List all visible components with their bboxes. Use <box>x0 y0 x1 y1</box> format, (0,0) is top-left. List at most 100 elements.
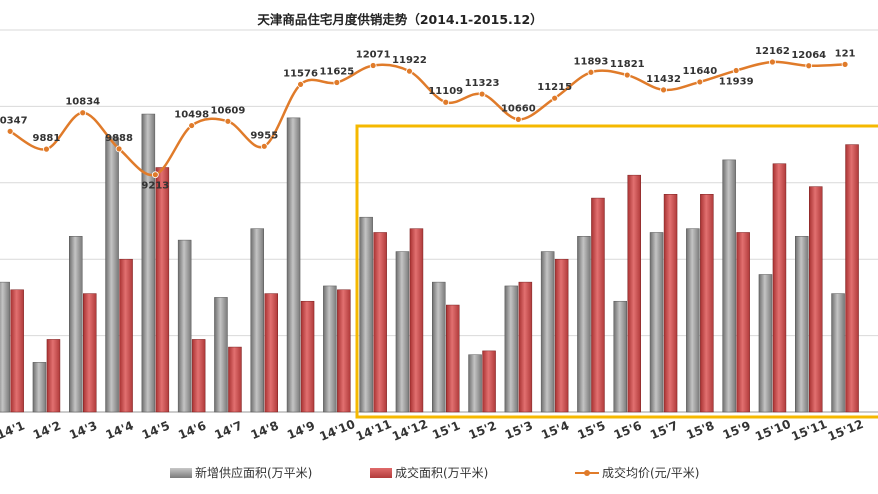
deal-bar <box>373 232 387 413</box>
price-data-label: 10498 <box>174 110 209 121</box>
supply-bar <box>758 274 773 413</box>
price-point <box>841 60 849 68</box>
price-point <box>623 71 631 79</box>
deal-bar <box>264 293 278 413</box>
deal-bar <box>809 186 823 413</box>
deal-bar <box>191 339 206 413</box>
price-point <box>805 62 813 70</box>
deal-bar <box>591 197 605 413</box>
price-data-label: 11625 <box>319 67 354 78</box>
supply-bar <box>286 117 301 413</box>
x-tick-label: 15'4 <box>539 418 571 442</box>
price-data-label: 9881 <box>33 133 61 144</box>
legend-label-supply: 新增供应面积(万平米) <box>195 466 313 480</box>
legend-item-price: 成交均价(元/平米) <box>575 464 699 481</box>
supply-bar <box>323 285 337 413</box>
price-data-label: 11109 <box>428 86 463 97</box>
legend-line-price-icon <box>575 468 599 478</box>
chart-legend: 新增供应面积(万平米) 成交面积(万平米) 成交均价(元/平米) <box>0 460 878 488</box>
x-tick-label: 15'3 <box>503 418 535 442</box>
price-data-label: 10834 <box>65 97 100 108</box>
price-point <box>188 122 196 129</box>
supply-bar <box>613 300 627 413</box>
deal-bar <box>554 258 569 413</box>
supply-bar <box>795 236 809 413</box>
deal-bar <box>518 281 533 413</box>
deal-bar <box>700 194 714 413</box>
supply-bar <box>395 251 410 413</box>
price-data-label: 11821 <box>610 59 645 70</box>
price-point <box>6 127 14 135</box>
x-tick-label: 15'12 <box>826 417 866 444</box>
price-data-label: 11323 <box>465 78 500 89</box>
x-tick-label: 15'9 <box>721 418 753 442</box>
deal-bar <box>845 144 859 413</box>
price-data-label: 9955 <box>250 130 278 141</box>
supply-bar <box>69 236 83 413</box>
price-point <box>406 67 413 75</box>
price-data-label: 9213 <box>141 181 169 192</box>
supply-bar <box>214 297 228 413</box>
x-tick-label: 14'10 <box>318 417 358 444</box>
legend-item-supply: 新增供应面积(万平米) <box>170 464 312 481</box>
legend-label-price: 成交均价(元/平米) <box>602 466 700 480</box>
deal-bar <box>627 174 641 413</box>
supply-bar <box>250 228 264 413</box>
x-tick-label: 15'7 <box>648 418 680 442</box>
deal-bar <box>446 304 460 413</box>
x-tick-label: 15'6 <box>612 418 644 442</box>
supply-bar <box>0 281 10 413</box>
price-data-label: 10660 <box>501 103 536 114</box>
price-point <box>660 86 667 94</box>
price-point <box>79 109 87 117</box>
x-tick-label: 14'1 <box>0 418 27 442</box>
supply-bar <box>686 228 700 413</box>
supply-bar <box>177 239 192 413</box>
x-tick-label: 14'7 <box>213 418 245 442</box>
x-tick-label: 14'5 <box>140 418 172 442</box>
price-data-label: 11939 <box>719 77 754 88</box>
highlight-box <box>355 124 878 419</box>
price-point <box>587 68 595 76</box>
supply-bar <box>105 136 119 413</box>
x-tick-label: 15'8 <box>684 418 716 442</box>
price-data-label: 11640 <box>682 66 717 77</box>
price-point <box>224 117 232 125</box>
price-data-label: 11922 <box>392 55 427 66</box>
x-tick-label: 14'6 <box>176 418 208 442</box>
chart-title: 天津商品住宅月度供销走势（2014.1-2015.12） <box>257 12 543 27</box>
legend-swatch-deal <box>370 467 392 478</box>
deal-bar <box>409 228 424 413</box>
legend-label-deal: 成交面积(万平米) <box>395 466 489 480</box>
x-tick-label: 14'4 <box>104 418 136 442</box>
price-data-label: 11432 <box>646 74 681 85</box>
price-point <box>43 145 50 153</box>
deal-bar <box>155 167 170 413</box>
deal-bar <box>10 289 24 413</box>
price-point <box>514 115 522 123</box>
x-tick-label: 14'2 <box>31 418 63 442</box>
price-point <box>732 67 740 74</box>
deal-bar <box>228 346 242 413</box>
price-data-label: 10347 <box>0 115 28 126</box>
price-point <box>151 171 159 179</box>
price-point <box>769 58 776 66</box>
x-tick-label: 15'10 <box>753 417 793 444</box>
price-point <box>297 80 304 88</box>
x-tick-label: 15'5 <box>576 418 608 442</box>
supply-bar <box>577 236 591 413</box>
deal-bar <box>482 350 496 413</box>
price-data-label: 121 <box>835 48 856 59</box>
deal-bar <box>300 300 315 413</box>
supply-bar <box>649 232 664 413</box>
supply-bar <box>831 293 845 413</box>
price-data-label: 11893 <box>574 56 609 67</box>
x-tick-label: 15'2 <box>467 418 499 442</box>
supply-bar <box>540 251 555 413</box>
price-point <box>478 90 486 98</box>
supply-bar <box>432 281 446 413</box>
price-data-label: 10609 <box>211 105 246 116</box>
deal-bar <box>772 163 787 413</box>
price-data-label: 9888 <box>105 133 133 144</box>
